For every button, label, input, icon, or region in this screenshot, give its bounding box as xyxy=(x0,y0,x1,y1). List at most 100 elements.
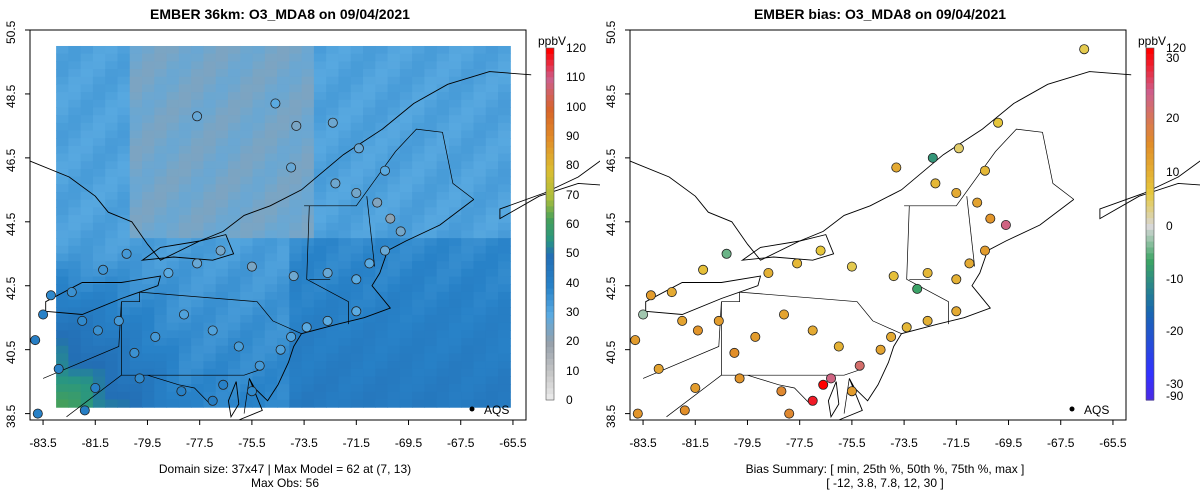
model-grid-cell xyxy=(129,253,143,262)
model-grid-cell xyxy=(227,122,241,132)
model-grid-cell xyxy=(117,353,131,362)
model-colorbar-segment xyxy=(546,147,554,155)
model-grid-cell xyxy=(326,76,339,85)
model-grid-cell xyxy=(338,176,352,185)
model-grid-cell xyxy=(68,384,82,393)
model-grid-cell xyxy=(289,69,303,78)
model-grid-cell xyxy=(203,253,217,262)
model-grid-cell xyxy=(289,245,303,254)
model-grid-cell xyxy=(313,314,327,324)
model-grid-cell xyxy=(301,92,315,101)
model-grid-cell xyxy=(105,353,118,362)
model-grid-cell xyxy=(301,314,315,324)
model-grid-cell xyxy=(68,76,82,85)
model-lake-ontario xyxy=(140,234,235,261)
model-grid-cell xyxy=(178,338,192,347)
model-grid-cell xyxy=(326,261,339,270)
bias-x-tick-label: -81.5 xyxy=(681,436,709,450)
model-grid-cell xyxy=(215,153,229,162)
model-grid-cell xyxy=(240,153,254,162)
model-grid-cell xyxy=(436,92,450,101)
model-grid-cell xyxy=(363,338,376,347)
model-grid-cell xyxy=(485,299,499,308)
model-grid-cell xyxy=(313,215,327,224)
model-grid-cell xyxy=(338,45,352,55)
model-grid-cell xyxy=(363,291,376,301)
model-grid-cell xyxy=(289,368,303,377)
model-grid-cell xyxy=(154,215,168,224)
model-station-marker xyxy=(77,315,88,326)
model-grid-cell xyxy=(252,399,266,408)
model-colorbar-segment xyxy=(546,83,554,90)
model-grid-cell xyxy=(301,222,315,231)
model-grid-cell xyxy=(473,168,487,178)
model-grid-cell xyxy=(80,399,94,408)
model-grid-cell xyxy=(338,168,352,178)
model-grid-cell xyxy=(301,345,315,354)
model-grid-cell xyxy=(326,92,339,101)
model-grid-cell xyxy=(289,353,303,362)
model-grid-cell xyxy=(203,299,217,308)
model-grid-cell xyxy=(375,84,389,93)
model-grid-cell xyxy=(301,368,315,377)
model-grid-cell xyxy=(461,192,475,201)
model-grid-cell xyxy=(350,207,364,216)
model-grid-cell xyxy=(252,376,266,385)
model-grid-cell xyxy=(105,322,118,331)
model-colorbar xyxy=(545,47,555,401)
model-grid-cell xyxy=(313,253,327,262)
bias-footer-summary: Bias Summary: [ min, 25th %, 50th %, 75t… xyxy=(745,462,1025,476)
model-grid-cell xyxy=(166,391,180,401)
model-grid-cell xyxy=(461,138,475,147)
model-grid-cell xyxy=(338,330,352,339)
model-grid-cell xyxy=(56,222,69,231)
bias-colorbar-segment xyxy=(1146,118,1154,125)
model-grid-cell xyxy=(399,307,413,316)
model-grid-cell xyxy=(252,384,266,393)
model-grid-cell xyxy=(142,307,155,316)
model-grid-cell xyxy=(412,130,425,139)
model-grid-cell xyxy=(252,284,266,293)
model-grid-cell xyxy=(154,176,168,185)
model-grid-cell xyxy=(436,53,450,62)
model-colorbar-tick-label: 90 xyxy=(566,129,580,143)
model-grid-cell xyxy=(424,368,438,377)
model-grid-cell xyxy=(387,353,401,362)
model-grid-cell xyxy=(92,184,106,193)
model-grid-cell xyxy=(178,168,192,178)
model-grid-cell xyxy=(56,376,69,385)
model-grid-cell xyxy=(399,122,413,132)
model-grid-cell xyxy=(129,238,143,247)
model-grid-cell xyxy=(252,215,266,224)
bias-station-marker xyxy=(993,117,1004,128)
model-grid-cell xyxy=(387,361,401,370)
model-grid-cell xyxy=(178,99,192,108)
model-colorbar-segment xyxy=(546,382,554,389)
model-grid-cell xyxy=(498,261,511,270)
model-grid-cell xyxy=(117,222,131,231)
model-grid-cell xyxy=(252,138,266,147)
model-grid-cell xyxy=(129,53,143,62)
model-grid-cell xyxy=(448,276,462,285)
model-grid-cell xyxy=(68,314,82,324)
model-grid-cell xyxy=(191,353,204,362)
model-grid-cell xyxy=(448,61,462,70)
model-grid-cell xyxy=(424,376,438,385)
model-grid-cell xyxy=(68,330,82,339)
model-grid-cell xyxy=(412,368,425,377)
model-x-tick-label: -73.5 xyxy=(290,436,318,450)
model-colorbar-segment xyxy=(546,171,554,178)
model-grid-cell xyxy=(142,192,155,201)
model-grid-cell xyxy=(215,107,229,116)
model-grid-cell xyxy=(363,99,376,108)
model-grid-cell xyxy=(313,291,327,301)
model-grid-cell xyxy=(485,230,499,239)
model-grid-cell xyxy=(56,230,69,239)
model-grid-cell xyxy=(56,184,69,193)
model-grid-cell xyxy=(301,145,315,155)
model-grid-cell xyxy=(412,69,425,78)
model-grid-cell xyxy=(227,399,241,408)
model-grid-cell xyxy=(154,399,168,408)
model-grid-cell xyxy=(363,299,376,308)
model-grid-cell xyxy=(289,207,303,216)
